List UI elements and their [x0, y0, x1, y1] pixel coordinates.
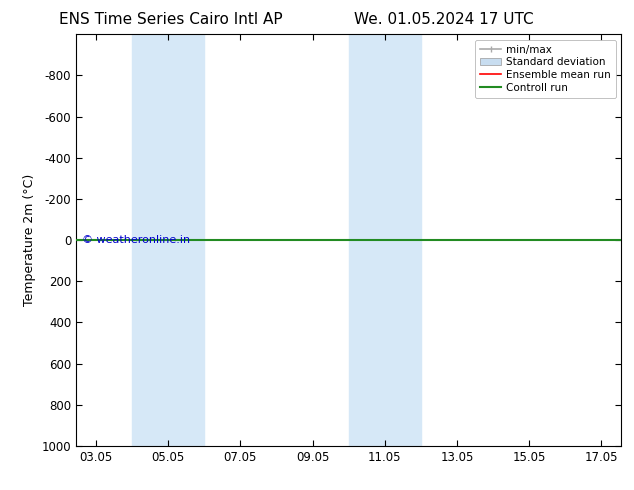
- Text: © weatheronline.in: © weatheronline.in: [82, 235, 190, 245]
- Y-axis label: Temperature 2m (°C): Temperature 2m (°C): [23, 174, 36, 306]
- Legend: min/max, Standard deviation, Ensemble mean run, Controll run: min/max, Standard deviation, Ensemble me…: [475, 40, 616, 98]
- Text: We. 01.05.2024 17 UTC: We. 01.05.2024 17 UTC: [354, 12, 534, 27]
- Bar: [349, 34, 421, 446]
- Text: ENS Time Series Cairo Intl AP: ENS Time Series Cairo Intl AP: [60, 12, 283, 27]
- Bar: [132, 34, 204, 446]
